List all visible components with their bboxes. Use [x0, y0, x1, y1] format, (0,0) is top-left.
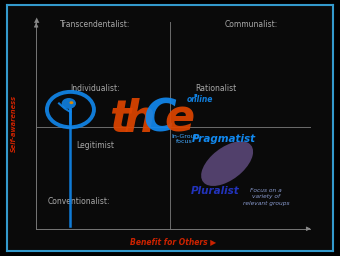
Text: Conventionalist:: Conventionalist:	[47, 197, 110, 206]
Text: e: e	[165, 98, 195, 141]
Text: In-Group
focus: In-Group focus	[171, 134, 199, 144]
Text: Focus on a
variety of
relevant groups: Focus on a variety of relevant groups	[243, 188, 290, 206]
Text: C: C	[143, 98, 176, 141]
Text: Individualist:: Individualist:	[70, 84, 120, 93]
Ellipse shape	[201, 141, 253, 186]
Text: Rationalist: Rationalist	[195, 84, 236, 93]
Text: Transcendentalist:: Transcendentalist:	[60, 20, 130, 29]
Text: h: h	[123, 98, 155, 141]
Text: Self-awareness: Self-awareness	[11, 94, 17, 152]
Text: online: online	[187, 95, 213, 104]
Circle shape	[69, 101, 73, 104]
Text: Communalist:: Communalist:	[225, 20, 278, 29]
Text: Legitimist: Legitimist	[76, 141, 114, 150]
Text: Benefit for Others ▶: Benefit for Others ▶	[130, 238, 216, 247]
Text: Pragmatist: Pragmatist	[192, 134, 256, 144]
Circle shape	[62, 98, 76, 109]
Text: Pluralist: Pluralist	[191, 186, 239, 196]
Text: .: .	[193, 85, 198, 100]
Text: ▲: ▲	[33, 18, 39, 24]
Circle shape	[62, 98, 76, 109]
Text: t: t	[109, 98, 130, 141]
